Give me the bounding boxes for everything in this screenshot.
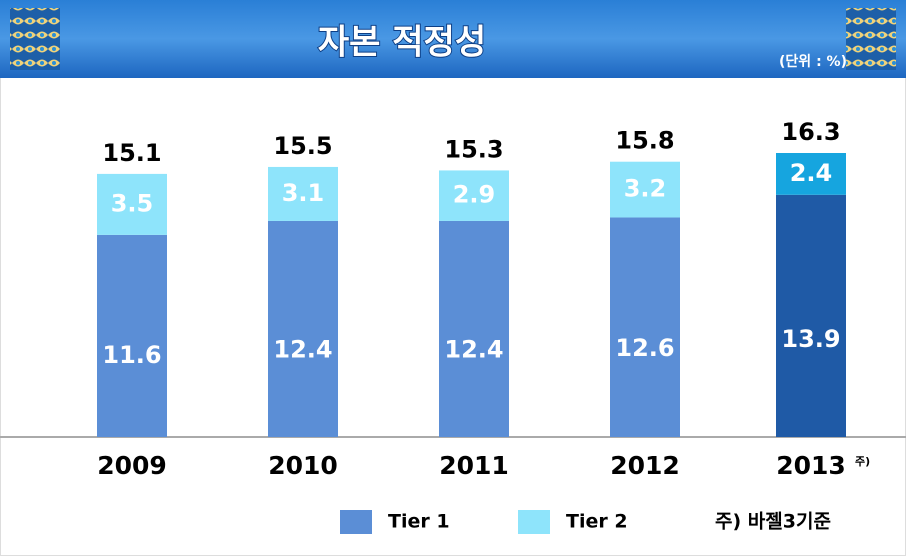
bar-segment — [610, 217, 680, 437]
value-label: 12.4 — [444, 336, 503, 364]
value-label: 3.2 — [624, 175, 667, 203]
bar-segment — [268, 220, 338, 437]
value-label: 12.6 — [615, 334, 674, 362]
total-label: 15.1 — [102, 139, 161, 167]
header-band — [0, 0, 906, 78]
legend-swatch — [340, 510, 372, 534]
bar-segment — [268, 166, 338, 221]
value-label: 3.5 — [111, 189, 154, 217]
category-note: 주) — [855, 455, 870, 468]
total-label: 15.5 — [273, 132, 332, 160]
bar-segment — [610, 161, 680, 218]
x-tick-label: 2009 — [97, 451, 167, 480]
unit-label: (단위 : %) — [779, 53, 847, 70]
ornament — [846, 8, 896, 70]
ornament — [10, 8, 60, 70]
total-label: 16.3 — [781, 118, 840, 146]
x-tick-label: 2011 — [439, 451, 509, 480]
value-label: 2.4 — [790, 159, 833, 187]
bar-segment — [439, 220, 509, 437]
x-tick-label: 2012 — [610, 451, 680, 480]
legend-label: Tier 2 — [566, 511, 628, 533]
value-label: 11.6 — [102, 341, 161, 369]
bar-segment — [97, 234, 167, 437]
legend-swatch — [518, 510, 550, 534]
bar-segment — [439, 170, 509, 221]
bar-segment — [776, 153, 846, 195]
total-label: 15.3 — [444, 135, 503, 163]
bar-segment — [776, 194, 846, 437]
value-label: 3.1 — [282, 179, 325, 207]
value-label: 13.9 — [781, 325, 840, 353]
legend-label: Tier 1 — [388, 511, 450, 533]
value-label: 2.9 — [453, 181, 496, 209]
x-tick-label: 2013 — [776, 451, 846, 480]
footnote: 주) 바젤3기준 — [715, 511, 831, 533]
chart-title: 자본 적정성 — [318, 23, 486, 63]
x-tick-label: 2010 — [268, 451, 338, 480]
bar-segment — [97, 173, 167, 235]
value-label: 12.4 — [273, 336, 332, 364]
total-label: 15.8 — [615, 127, 674, 155]
